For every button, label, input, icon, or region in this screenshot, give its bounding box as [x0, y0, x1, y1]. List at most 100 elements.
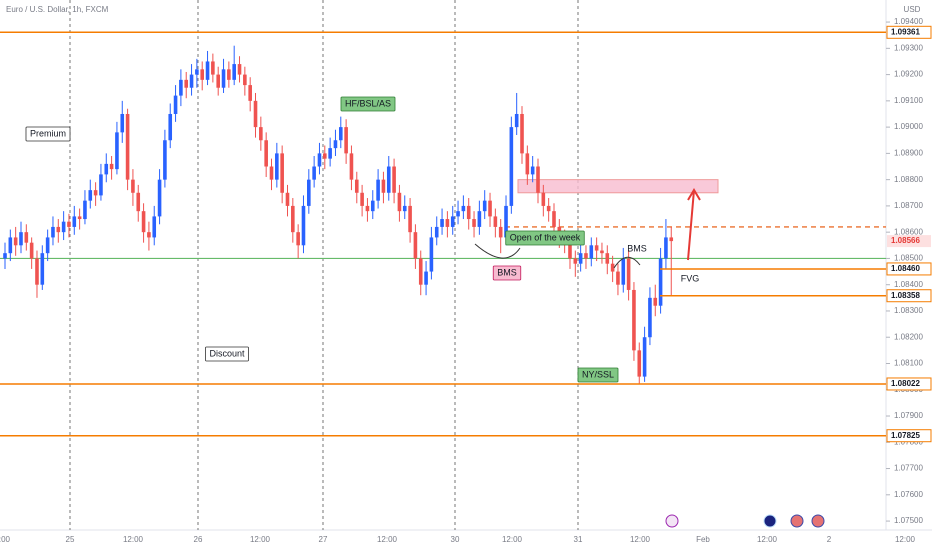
bms-curve [474, 243, 521, 259]
candle-body [184, 79, 189, 88]
candle-body [376, 179, 380, 201]
candle-body [83, 200, 87, 220]
candle-body [24, 232, 29, 243]
candle-body [301, 205, 306, 246]
x-tick-label: 12:00 [0, 535, 11, 544]
candle-body [621, 258, 626, 285]
candle-body [397, 192, 402, 212]
candle-body [109, 163, 114, 170]
x-tick-label: 12:00 [377, 535, 398, 544]
y-tick-label: 1.08600 [894, 227, 923, 236]
x-tick-label: 12:00 [502, 535, 523, 544]
candle-body [88, 190, 93, 201]
candle-body [115, 132, 119, 170]
candle-body [648, 297, 652, 338]
price-label-box [886, 262, 932, 276]
candle-body [285, 192, 290, 206]
candle-body [450, 216, 455, 227]
candle-body [72, 216, 77, 227]
x-tick-label: 31 [574, 535, 583, 544]
y-tick-label: 1.08700 [894, 201, 923, 210]
candle-body [605, 253, 610, 264]
x-tick-label: Feb [696, 535, 710, 544]
arrow [687, 188, 701, 261]
candle-body [216, 74, 220, 88]
candle-body [520, 113, 524, 154]
candle-body [323, 153, 327, 159]
candle-body [45, 237, 50, 254]
bottom-icons [665, 514, 825, 528]
candle-body [61, 221, 66, 233]
candle-body [610, 263, 615, 272]
candle-body [578, 253, 583, 264]
candle-body [381, 179, 386, 193]
candle-body [477, 211, 482, 227]
candle-body [626, 258, 631, 290]
candle-body [227, 69, 231, 80]
price-label: 1.07825 [891, 431, 920, 440]
candle-body [658, 258, 663, 306]
annotation: BMS [497, 267, 517, 277]
candle-body [434, 226, 439, 238]
candle-body [573, 258, 578, 264]
annotation: NY/SSL [582, 369, 614, 379]
annotation-box [340, 96, 396, 112]
x-tick-label: 2 [827, 535, 832, 544]
candle-body [29, 242, 34, 259]
icon [763, 514, 777, 528]
candle-body [280, 153, 284, 193]
candle-body [237, 64, 242, 75]
price-label: 1.08358 [891, 291, 920, 300]
annotation: FVG [681, 273, 700, 283]
y-tick-label: 1.07900 [894, 411, 923, 420]
candle-body [40, 253, 45, 285]
annotation-box [25, 126, 71, 142]
price-label: 1.08460 [891, 264, 920, 273]
candle-body [424, 271, 428, 285]
candle-body [163, 140, 167, 180]
candle-body [35, 258, 39, 285]
annotation-box [492, 265, 522, 281]
price-label-box [886, 377, 932, 391]
candle-body [600, 250, 604, 254]
price-label-box [886, 25, 932, 39]
candle-body [173, 95, 178, 114]
candle-body [56, 226, 61, 233]
fvg-zone [517, 179, 719, 194]
candle-body [51, 226, 55, 238]
candle-body [269, 166, 274, 180]
candle-body [152, 216, 157, 238]
x-tick-label: 25 [66, 535, 75, 544]
candle-body [514, 113, 519, 128]
candle-body [402, 205, 407, 212]
candle-body [264, 140, 268, 167]
y-tick-label: 1.09200 [894, 70, 923, 79]
candle-body [525, 153, 530, 175]
candle-body [195, 69, 199, 75]
candle-body [3, 253, 7, 259]
candle-body [536, 166, 540, 193]
candle-body [125, 113, 130, 180]
candle-body [589, 245, 594, 259]
candle-body [461, 205, 466, 212]
candle-body [157, 179, 162, 217]
candle-body [189, 74, 194, 88]
candle-body [568, 242, 572, 259]
candle-body [99, 174, 103, 196]
icon [790, 514, 804, 528]
price-label-box [886, 429, 932, 443]
y-tick-label: 1.08800 [894, 175, 923, 184]
candle-body [408, 205, 412, 233]
icon [665, 514, 679, 528]
candle-body [354, 179, 359, 193]
y-tick-label: 1.08100 [894, 359, 923, 368]
candle-body [653, 297, 658, 306]
y-tick-label: 1.08500 [894, 254, 923, 263]
y-tick-label: 1.08900 [894, 148, 923, 157]
annotation: Discount [209, 348, 245, 358]
candle-body [205, 61, 210, 80]
candle-body [13, 237, 18, 246]
chart-title: Euro / U.S. Dollar, 1h, FXCM [6, 5, 109, 14]
candle-body [200, 69, 205, 80]
